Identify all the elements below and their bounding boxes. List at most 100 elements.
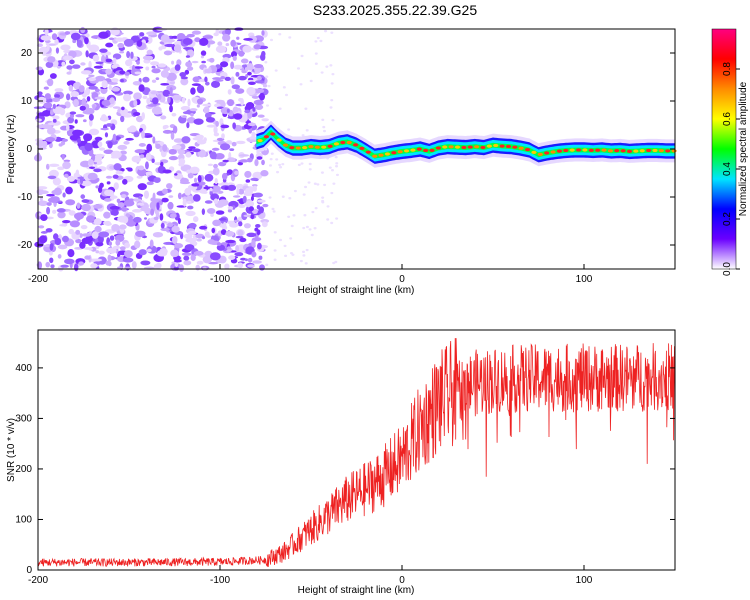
noise-cell xyxy=(116,198,121,203)
noise-cell xyxy=(288,36,292,39)
noise-cell xyxy=(117,202,125,208)
noise-cell xyxy=(227,206,234,210)
noise-cell xyxy=(136,175,143,179)
noise-cell xyxy=(268,164,272,167)
noise-cell xyxy=(103,221,107,225)
noise-cell xyxy=(182,115,187,119)
noise-cell xyxy=(108,37,115,41)
noise-cell xyxy=(269,157,273,161)
noise-cell xyxy=(100,115,109,122)
noise-cell xyxy=(126,50,131,59)
noise-cell xyxy=(217,199,229,207)
noise-cell xyxy=(127,111,132,114)
noise-cell xyxy=(88,74,95,78)
colorbar-ticks: 0.0 0.2 0.4 0.6 0.8 xyxy=(722,62,740,276)
noise-cell xyxy=(244,109,251,114)
noise-cell xyxy=(88,128,100,136)
noise-cell xyxy=(184,187,192,196)
noise-cell xyxy=(182,198,187,207)
noise-cell xyxy=(62,55,74,61)
x-tick-label: 0 xyxy=(399,274,405,285)
noise-cell xyxy=(155,77,160,81)
noise-cell xyxy=(46,206,51,215)
noise-cell xyxy=(88,247,93,251)
noise-cell xyxy=(235,245,240,252)
noise-cell xyxy=(256,156,263,160)
noise-cell xyxy=(115,239,121,246)
noise-cell xyxy=(310,233,314,237)
noise-cell xyxy=(209,151,217,160)
noise-cell xyxy=(322,129,326,133)
noise-cell xyxy=(208,261,219,265)
noise-cell xyxy=(146,31,157,36)
noise-cell xyxy=(168,155,178,161)
snr-frame xyxy=(37,329,676,571)
noise-cell xyxy=(174,64,181,71)
noise-cell xyxy=(149,201,157,210)
snr-panel: -200 -100 0 100 0 100 200 300 400 Height of str… xyxy=(6,329,676,596)
noise-cell xyxy=(247,139,258,143)
noise-cell xyxy=(69,113,75,119)
noise-cell xyxy=(213,132,220,137)
noise-cell xyxy=(279,166,283,169)
noise-cell xyxy=(75,238,82,244)
noise-cell xyxy=(136,60,140,65)
noise-cell xyxy=(119,70,126,75)
noise-cell xyxy=(247,257,253,263)
noise-cell xyxy=(55,47,60,54)
noise-cell xyxy=(137,183,147,191)
noise-cell xyxy=(54,94,61,98)
signal-peak xyxy=(378,153,384,157)
noise-cell xyxy=(99,48,108,53)
noise-cell xyxy=(222,33,231,42)
noise-cell xyxy=(332,261,336,265)
noise-cell xyxy=(154,111,163,115)
noise-cell xyxy=(172,125,178,134)
y-tick-label: 200 xyxy=(15,464,32,475)
noise-cell xyxy=(156,250,168,257)
signal-peak xyxy=(537,152,543,156)
noise-cell xyxy=(172,94,182,101)
noise-cell xyxy=(304,262,308,265)
noise-cell xyxy=(69,59,75,65)
noise-cell xyxy=(66,71,72,75)
noise-cell xyxy=(225,28,231,36)
noise-cell xyxy=(201,236,206,240)
noise-cell xyxy=(240,58,249,64)
noise-cell xyxy=(234,252,244,257)
noise-cell xyxy=(305,225,309,229)
noise-cell xyxy=(52,209,57,214)
signal-peak xyxy=(620,149,626,153)
noise-cell xyxy=(202,103,212,107)
noise-cell xyxy=(133,209,140,213)
y-tick-label: 100 xyxy=(15,514,32,525)
noise-cell xyxy=(81,199,90,203)
noise-cell xyxy=(106,181,111,185)
noise-cell xyxy=(282,86,286,89)
noise-cell xyxy=(203,106,210,114)
noise-cell xyxy=(185,61,193,68)
noise-cell xyxy=(180,77,189,86)
noise-cell xyxy=(230,39,237,47)
noise-cell xyxy=(211,147,220,151)
noise-cell xyxy=(46,127,56,135)
signal-peak xyxy=(391,151,397,155)
noise-cell xyxy=(101,99,112,106)
noise-cell xyxy=(152,192,156,201)
noise-cell xyxy=(241,64,248,68)
noise-cell xyxy=(211,227,216,234)
noise-cell xyxy=(252,184,258,187)
noise-cell xyxy=(122,216,129,224)
noise-cell xyxy=(224,263,230,270)
noise-cell xyxy=(193,118,204,125)
noise-cell xyxy=(214,153,225,160)
noise-cell xyxy=(152,97,159,105)
noise-cell xyxy=(329,64,333,67)
noise-cell xyxy=(162,89,171,97)
noise-cell xyxy=(95,61,104,65)
noise-cell xyxy=(183,233,193,239)
noise-cell xyxy=(84,142,93,152)
noise-cell xyxy=(64,31,71,35)
signal-peak xyxy=(403,149,410,153)
noise-cell xyxy=(207,163,214,167)
